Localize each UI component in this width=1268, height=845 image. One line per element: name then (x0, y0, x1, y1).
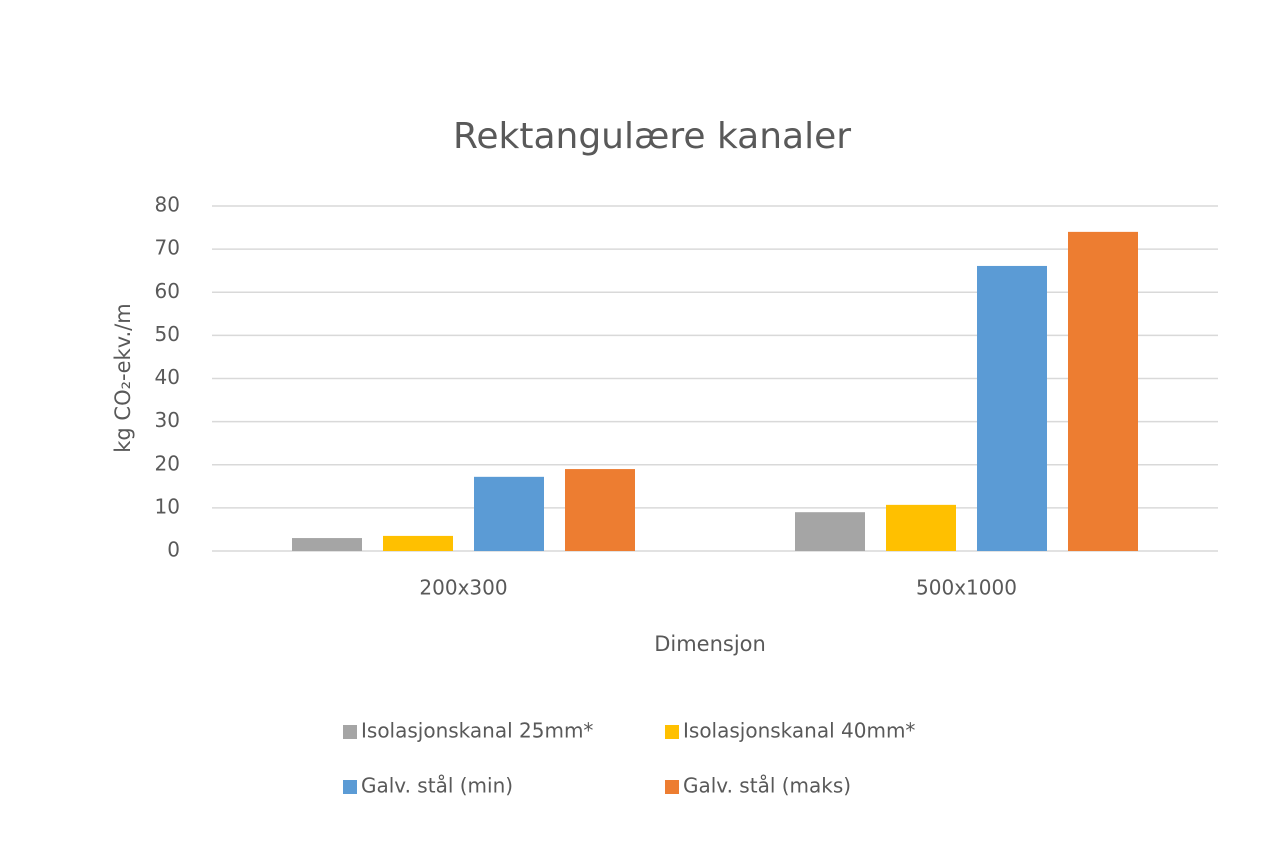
chart-title: Rektangulære kanaler (453, 116, 851, 157)
y-tick-label: 80 (155, 193, 180, 217)
legend-swatch (665, 725, 679, 739)
bar (383, 535, 453, 551)
legend-label: Isolasjonskanal 40mm* (683, 719, 915, 743)
y-tick-label: 40 (155, 365, 180, 389)
legend-swatch (665, 780, 679, 794)
y-tick-label: 60 (155, 279, 180, 303)
legend-label: Galv. stål (min) (361, 774, 513, 798)
bar (474, 476, 544, 551)
bar (886, 504, 956, 551)
x-tick-label: 200x300 (419, 576, 507, 600)
x-axis-label: Dimensjon (654, 632, 766, 656)
y-tick-label: 50 (155, 322, 180, 346)
legend-swatch (343, 725, 357, 739)
bar (977, 265, 1047, 551)
y-tick-label: 70 (155, 236, 180, 260)
bar (1068, 231, 1138, 551)
bar (565, 469, 635, 551)
x-tick-label: 500x1000 (916, 576, 1017, 600)
bar (292, 538, 362, 551)
y-tick-label: 10 (155, 494, 180, 518)
legend-swatch (343, 780, 357, 794)
legend-label: Galv. stål (maks) (683, 774, 851, 798)
bar (795, 512, 865, 551)
y-tick-label: 30 (155, 408, 180, 432)
legend-label: Isolasjonskanal 25mm* (361, 719, 593, 743)
y-tick-label: 20 (155, 451, 180, 475)
y-tick-label: 0 (167, 538, 180, 562)
y-axis-label: kg CO₂-ekv./m (111, 303, 135, 452)
